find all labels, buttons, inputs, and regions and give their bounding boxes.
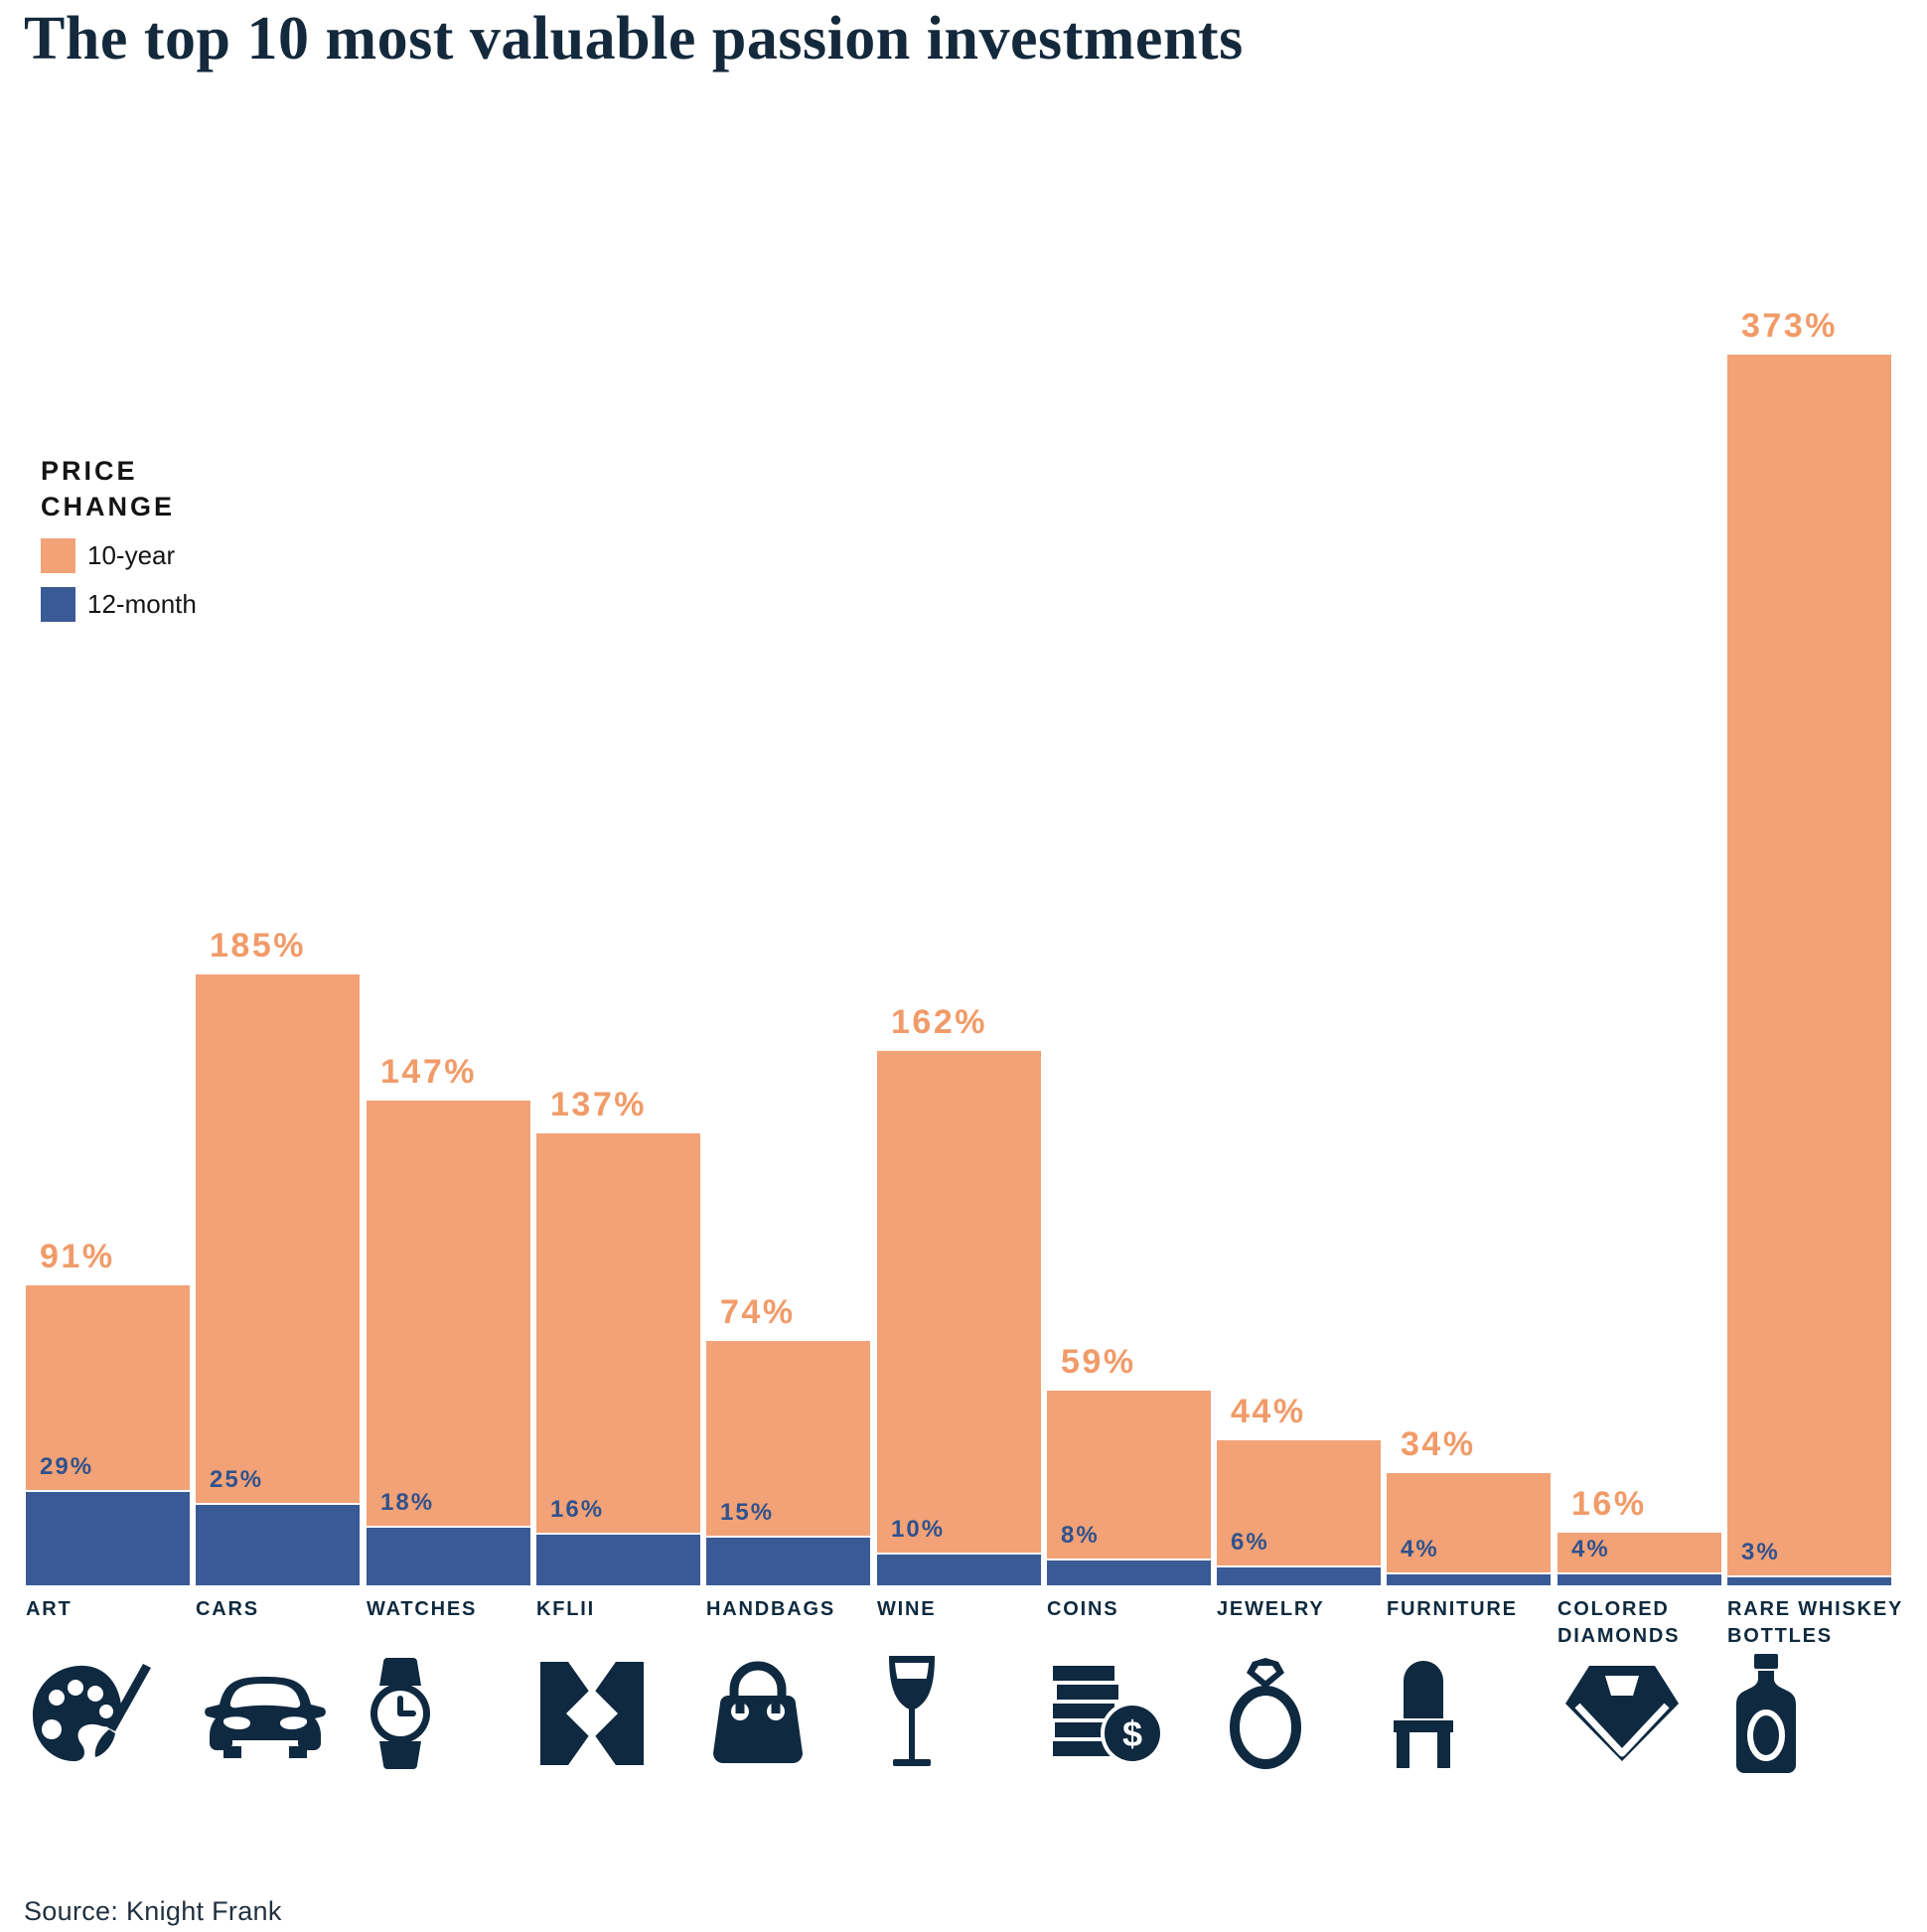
palette-icon [30,1657,157,1770]
category-label: KFLII [536,1596,595,1623]
category-label: RARE WHISKEY BOTTLES [1727,1596,1903,1650]
value-label-12-month: 4% [1401,1536,1439,1562]
bar-10-year [367,1101,530,1585]
category-label-line: ART [26,1598,73,1620]
ring-icon [1221,1657,1310,1770]
bar-10-year [196,974,360,1585]
value-label-10-year: 44% [1231,1393,1306,1430]
value-label-10-year: 373% [1741,307,1838,345]
category-label: JEWELRY [1217,1596,1325,1623]
bar-12-month [877,1553,1041,1585]
category-label: WATCHES [367,1596,477,1623]
wine-glass-icon [881,1656,943,1770]
value-label-10-year: 34% [1401,1425,1476,1463]
kflii-logo-icon [540,1657,644,1770]
legend-swatch-10-year [41,538,75,573]
category-label: COINS [1047,1596,1118,1623]
bar-12-month [706,1536,870,1585]
value-label-10-year: 147% [380,1053,477,1091]
category-label-line: FURNITURE [1387,1598,1518,1620]
value-label-10-year: 59% [1061,1343,1136,1381]
category-label: CARS [196,1596,259,1623]
legend-item-12-month: 12-month [41,587,197,622]
car-icon [200,1657,331,1770]
page-title: The top 10 most valuable passion investm… [24,5,1244,73]
svg-text:$: $ [1122,1713,1142,1754]
value-label-12-month: 3% [1741,1539,1780,1565]
value-label-12-month: 18% [380,1489,435,1516]
legend-swatch-12-month [41,587,75,622]
legend-label-12-month: 12-month [87,589,197,619]
bar-10-year [1727,355,1891,1585]
handbag-icon [710,1657,806,1770]
legend: PRICE CHANGE 10-year 12-month [41,453,197,622]
category-label-line: DIAMONDS [1557,1625,1681,1647]
bar-12-month [26,1490,190,1585]
bar-12-month [1047,1559,1211,1585]
value-label-10-year: 162% [891,1003,987,1041]
category-label: WINE [877,1596,936,1623]
diamond-icon [1561,1657,1683,1770]
category-label-line: RARE WHISKEY [1727,1598,1904,1620]
category-label-line: CARS [196,1598,259,1620]
legend-label-10-year: 10-year [87,540,176,570]
legend-title-line2: CHANGE [41,492,176,521]
category-label-line: WINE [877,1598,937,1620]
watch-icon [371,1657,430,1770]
value-label-12-month: 10% [891,1516,946,1543]
value-label-12-month: 25% [210,1466,264,1493]
value-label-12-month: 8% [1061,1522,1100,1549]
bar-10-year [1217,1440,1381,1585]
bar-10-year [1387,1473,1551,1585]
value-label-10-year: 74% [720,1293,796,1331]
category-label-line: HANDBAGS [706,1598,835,1620]
category-label: COLORED DIAMONDS [1557,1596,1680,1650]
category-label: ART [26,1596,73,1623]
value-label-10-year: 16% [1571,1485,1647,1523]
category-label-line: COINS [1047,1598,1119,1620]
bar-10-year [1047,1391,1211,1585]
value-label-12-month: 15% [720,1499,775,1526]
value-label-12-month: 6% [1231,1529,1269,1556]
bar-12-month [367,1526,530,1585]
bar-12-month [1387,1572,1551,1585]
value-label-12-month: 16% [550,1496,605,1523]
category-label-line: KFLII [536,1598,595,1620]
value-label-10-year: 137% [550,1086,647,1123]
legend-title: PRICE CHANGE [41,453,197,524]
value-label-12-month: 4% [1571,1536,1610,1562]
bar-10-year [536,1133,700,1585]
legend-item-10-year: 10-year [41,538,197,573]
bar-12-month [536,1533,700,1585]
category-label-line: BOTTLES [1727,1625,1833,1647]
category-label-line: WATCHES [367,1598,478,1620]
legend-title-line1: PRICE [41,456,138,486]
value-label-10-year: 91% [40,1238,115,1275]
value-label-12-month: 29% [40,1453,94,1480]
bar-12-month [1217,1565,1381,1585]
coins-icon: $ [1051,1657,1164,1770]
chair-icon [1391,1657,1456,1770]
bar-10-year [877,1051,1041,1585]
category-label: HANDBAGS [706,1596,835,1623]
source-note: Source: Knight Frank [24,1896,282,1926]
value-label-10-year: 185% [210,927,306,965]
whiskey-bottle-icon [1731,1654,1801,1773]
bar-12-month [196,1503,360,1585]
category-label-line: JEWELRY [1217,1598,1325,1620]
bar-12-month [1727,1575,1891,1585]
bar-12-month [1557,1572,1721,1585]
category-label: FURNITURE [1387,1596,1518,1623]
category-label-line: COLORED [1557,1598,1670,1620]
